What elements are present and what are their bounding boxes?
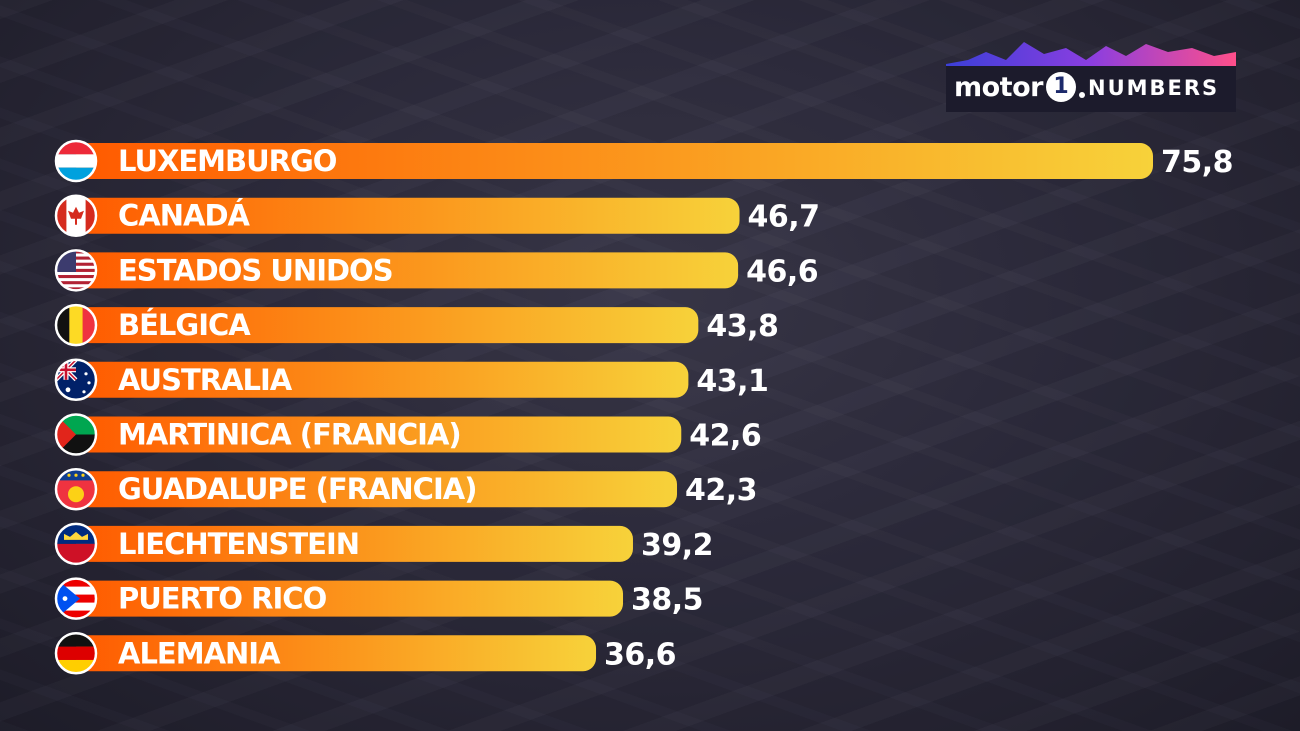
bar-row: AUSTRALIA 43,1	[54, 358, 769, 402]
bar-row: MARTINICA (FRANCIA) 42,6	[54, 413, 762, 456]
bar-value-label: 46,7	[748, 200, 820, 235]
bar-row: ESTADOS UNIDOS 46,6	[54, 249, 819, 292]
bar-value-label: 43,8	[706, 309, 778, 344]
bar	[76, 252, 739, 289]
liechtenstein-flag-icon	[56, 523, 96, 564]
bar-value-label: 75,8	[1161, 145, 1233, 180]
bar	[76, 143, 1153, 179]
bar-category-label: LIECHTENSTEIN	[118, 527, 359, 561]
bar	[76, 416, 682, 453]
bar-value-label: 43,1	[696, 364, 768, 399]
martinique-flag-icon	[56, 414, 96, 455]
bar	[76, 635, 597, 672]
logo-one-badge: 1	[1046, 72, 1076, 102]
bar-value-label: 36,6	[604, 637, 676, 672]
bar-category-label: CANADÁ	[118, 199, 251, 233]
bar	[76, 525, 633, 562]
bar	[76, 580, 624, 617]
puerto-rico-flag-icon	[56, 578, 96, 619]
bar-value-label: 39,2	[641, 528, 713, 563]
logo-dot	[1079, 92, 1085, 98]
bar-row: LUXEMBURGO 75,8	[54, 139, 1234, 183]
bar-category-label: LUXEMBURGO	[118, 144, 337, 178]
bar-value-label: 42,3	[685, 473, 757, 508]
bar-category-label: AUSTRALIA	[118, 363, 293, 397]
bar	[76, 471, 678, 508]
bar-value-label: 42,6	[689, 419, 761, 454]
bars-group: LUXEMBURGO 75,8 CANADÁ 46,7 ESTADOS UNIDOS 46…	[54, 139, 1234, 675]
bar-row: ALEMANIA 36,6	[54, 632, 677, 675]
logo-mountain-graphic	[946, 42, 1236, 112]
bar-category-label: ESTADOS UNIDOS	[118, 253, 393, 287]
logo-numbers-text: NUMBERS	[1088, 76, 1220, 100]
bar-category-label: BÉLGICA	[118, 308, 251, 342]
bar-row: PUERTO RICO 38,5	[54, 577, 704, 620]
bar-row: LIECHTENSTEIN 39,2	[54, 522, 714, 566]
bar-value-label: 46,6	[746, 254, 818, 289]
bar-category-label: ALEMANIA	[118, 636, 281, 670]
bar-category-label: MARTINICA (FRANCIA)	[118, 418, 461, 452]
bar-value-label: 38,5	[631, 583, 703, 618]
bar-row: CANADÁ 46,7	[54, 194, 820, 237]
bar-category-label: GUADALUPE (FRANCIA)	[118, 472, 476, 506]
bar-row: GUADALUPE (FRANCIA) 42,3	[54, 467, 758, 511]
usa-flag-icon	[56, 250, 96, 291]
bar	[76, 307, 699, 344]
motor1-numbers-logo: motor 1 NUMBERS	[946, 38, 1236, 112]
bar-category-label: PUERTO RICO	[118, 582, 327, 616]
bar	[76, 197, 740, 234]
logo-motor-text: motor	[954, 72, 1043, 103]
bar	[76, 361, 689, 398]
bar-row: BÉLGICA 43,8	[54, 303, 779, 347]
